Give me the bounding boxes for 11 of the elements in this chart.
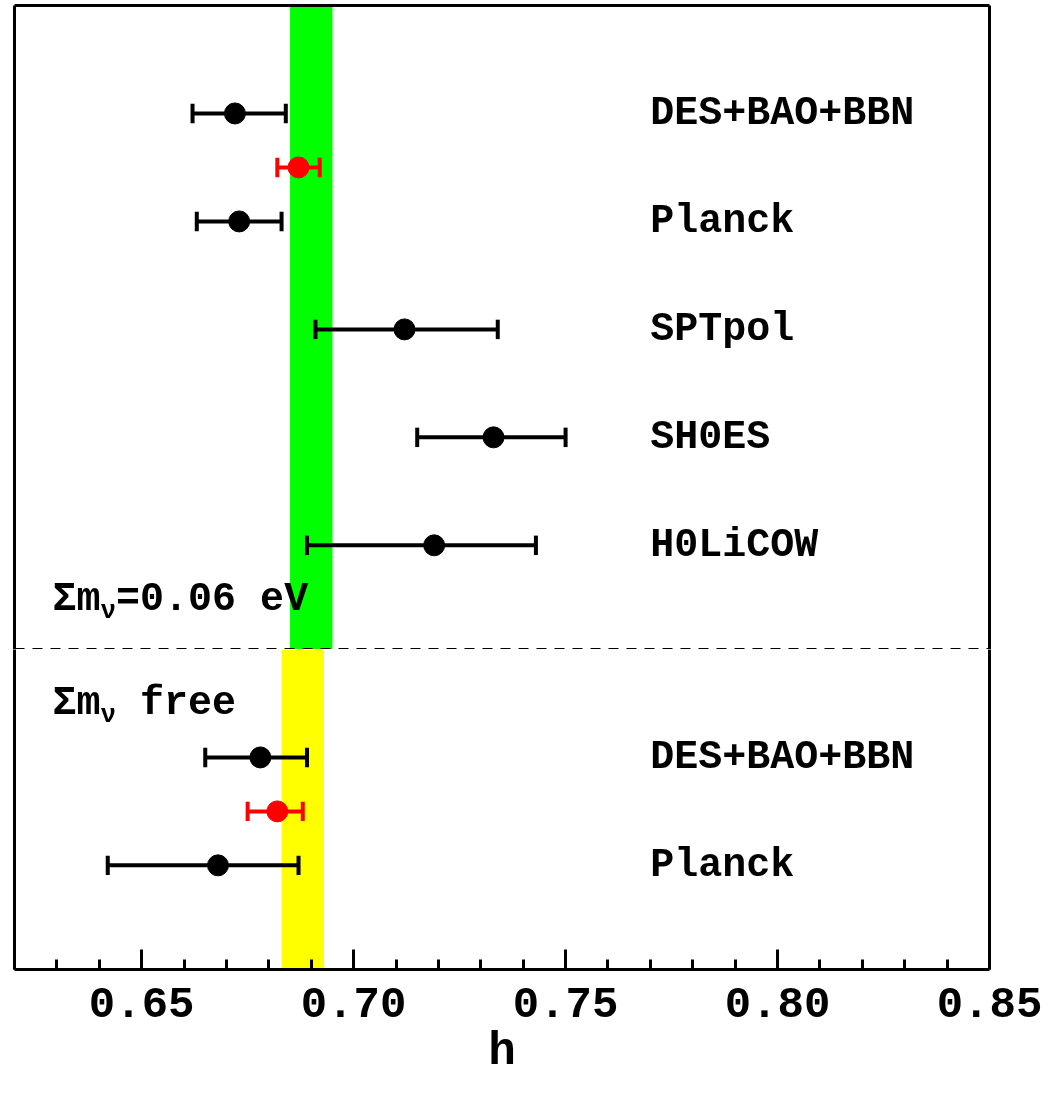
category-label: Planck	[650, 842, 795, 888]
category-label: DES+BAO+BBN	[650, 90, 915, 136]
x-tick-label: 0.85	[936, 979, 1043, 1030]
x-tick-label: 0.65	[88, 979, 195, 1030]
category-label: DES+BAO+BBN	[650, 734, 915, 780]
category-label: SPTpol	[650, 306, 795, 352]
category-label: Planck	[650, 198, 795, 244]
category-label: H0LiCOW	[650, 522, 819, 568]
x-tick-label: 0.70	[300, 979, 407, 1030]
x-tick-label: 0.80	[724, 979, 831, 1030]
category-label: SH0ES	[650, 414, 771, 460]
